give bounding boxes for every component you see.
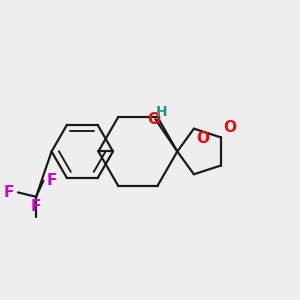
Text: O: O (223, 120, 236, 135)
Text: F: F (4, 185, 14, 200)
Text: H: H (155, 105, 167, 119)
Text: F: F (31, 199, 41, 214)
Text: F: F (47, 173, 57, 188)
Text: O: O (196, 131, 209, 146)
Text: O: O (147, 112, 161, 127)
